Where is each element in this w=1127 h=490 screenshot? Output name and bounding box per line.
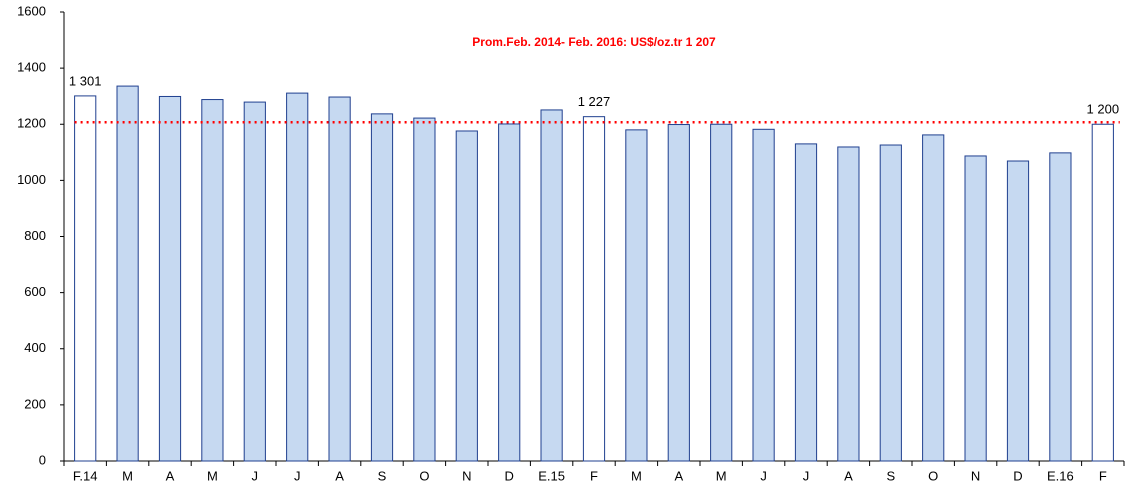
bar bbox=[455, 130, 478, 462]
x-tick-label: J bbox=[294, 468, 301, 483]
value-label: 1 227 bbox=[578, 94, 611, 109]
value-label: 1 301 bbox=[69, 73, 102, 88]
bar bbox=[1049, 152, 1072, 462]
bar bbox=[328, 96, 351, 462]
bar bbox=[370, 113, 394, 462]
x-tick-label: A bbox=[166, 468, 175, 483]
x-tick-label: M bbox=[207, 468, 218, 483]
x-tick-label: A bbox=[674, 468, 683, 483]
x-tick-label: E.16 bbox=[1047, 468, 1074, 483]
bar bbox=[922, 134, 945, 462]
bar bbox=[752, 128, 775, 462]
x-tick-label: N bbox=[971, 468, 980, 483]
bar bbox=[710, 123, 733, 462]
bar bbox=[158, 95, 182, 462]
x-tick-label: J bbox=[803, 468, 810, 483]
reference-label: Prom.Feb. 2014- Feb. 2016: US$/oz.tr 1 2… bbox=[472, 35, 716, 49]
bar bbox=[243, 101, 266, 462]
x-tick-label: A bbox=[844, 468, 853, 483]
value-label: 1 200 bbox=[1087, 102, 1120, 117]
bar bbox=[116, 85, 139, 462]
x-tick-label: J bbox=[760, 468, 767, 483]
x-tick-label: S bbox=[378, 468, 387, 483]
x-tick-label: A bbox=[335, 468, 344, 483]
x-tick-label: J bbox=[252, 468, 259, 483]
x-tick-label: M bbox=[716, 468, 727, 483]
bar bbox=[837, 146, 860, 462]
bar bbox=[413, 117, 436, 462]
x-tick-label: F.14 bbox=[73, 468, 98, 483]
bar bbox=[286, 92, 309, 462]
x-tick-label: M bbox=[631, 468, 642, 483]
x-tick-label: M bbox=[122, 468, 133, 483]
bar bbox=[1091, 123, 1114, 462]
bar bbox=[1006, 160, 1030, 462]
bar bbox=[625, 129, 648, 462]
y-tick-label: 600 bbox=[24, 284, 46, 299]
y-tick-label: 1600 bbox=[17, 3, 46, 18]
x-tick-label: D bbox=[1013, 468, 1022, 483]
bar bbox=[667, 124, 690, 462]
bar bbox=[964, 155, 987, 462]
y-tick-label: 1400 bbox=[17, 60, 46, 75]
bar bbox=[582, 116, 606, 462]
x-tick-label: E.15 bbox=[538, 468, 565, 483]
y-tick-label: 0 bbox=[39, 452, 46, 467]
x-tick-label: O bbox=[928, 468, 938, 483]
x-tick-label: O bbox=[419, 468, 429, 483]
x-tick-label: N bbox=[462, 468, 471, 483]
x-tick-label: F bbox=[590, 468, 598, 483]
y-tick-label: 800 bbox=[24, 228, 46, 243]
y-tick-label: 1200 bbox=[17, 116, 46, 131]
bar bbox=[74, 95, 97, 462]
x-tick-label: S bbox=[886, 468, 895, 483]
x-tick-label: D bbox=[505, 468, 514, 483]
y-tick-label: 400 bbox=[24, 340, 46, 355]
bar bbox=[498, 123, 521, 462]
y-tick-label: 1000 bbox=[17, 172, 46, 187]
bar bbox=[794, 143, 818, 462]
y-tick-label: 200 bbox=[24, 396, 46, 411]
x-tick-label: F bbox=[1099, 468, 1107, 483]
bar bbox=[201, 99, 224, 462]
bar bbox=[879, 144, 902, 462]
bar bbox=[540, 109, 563, 462]
